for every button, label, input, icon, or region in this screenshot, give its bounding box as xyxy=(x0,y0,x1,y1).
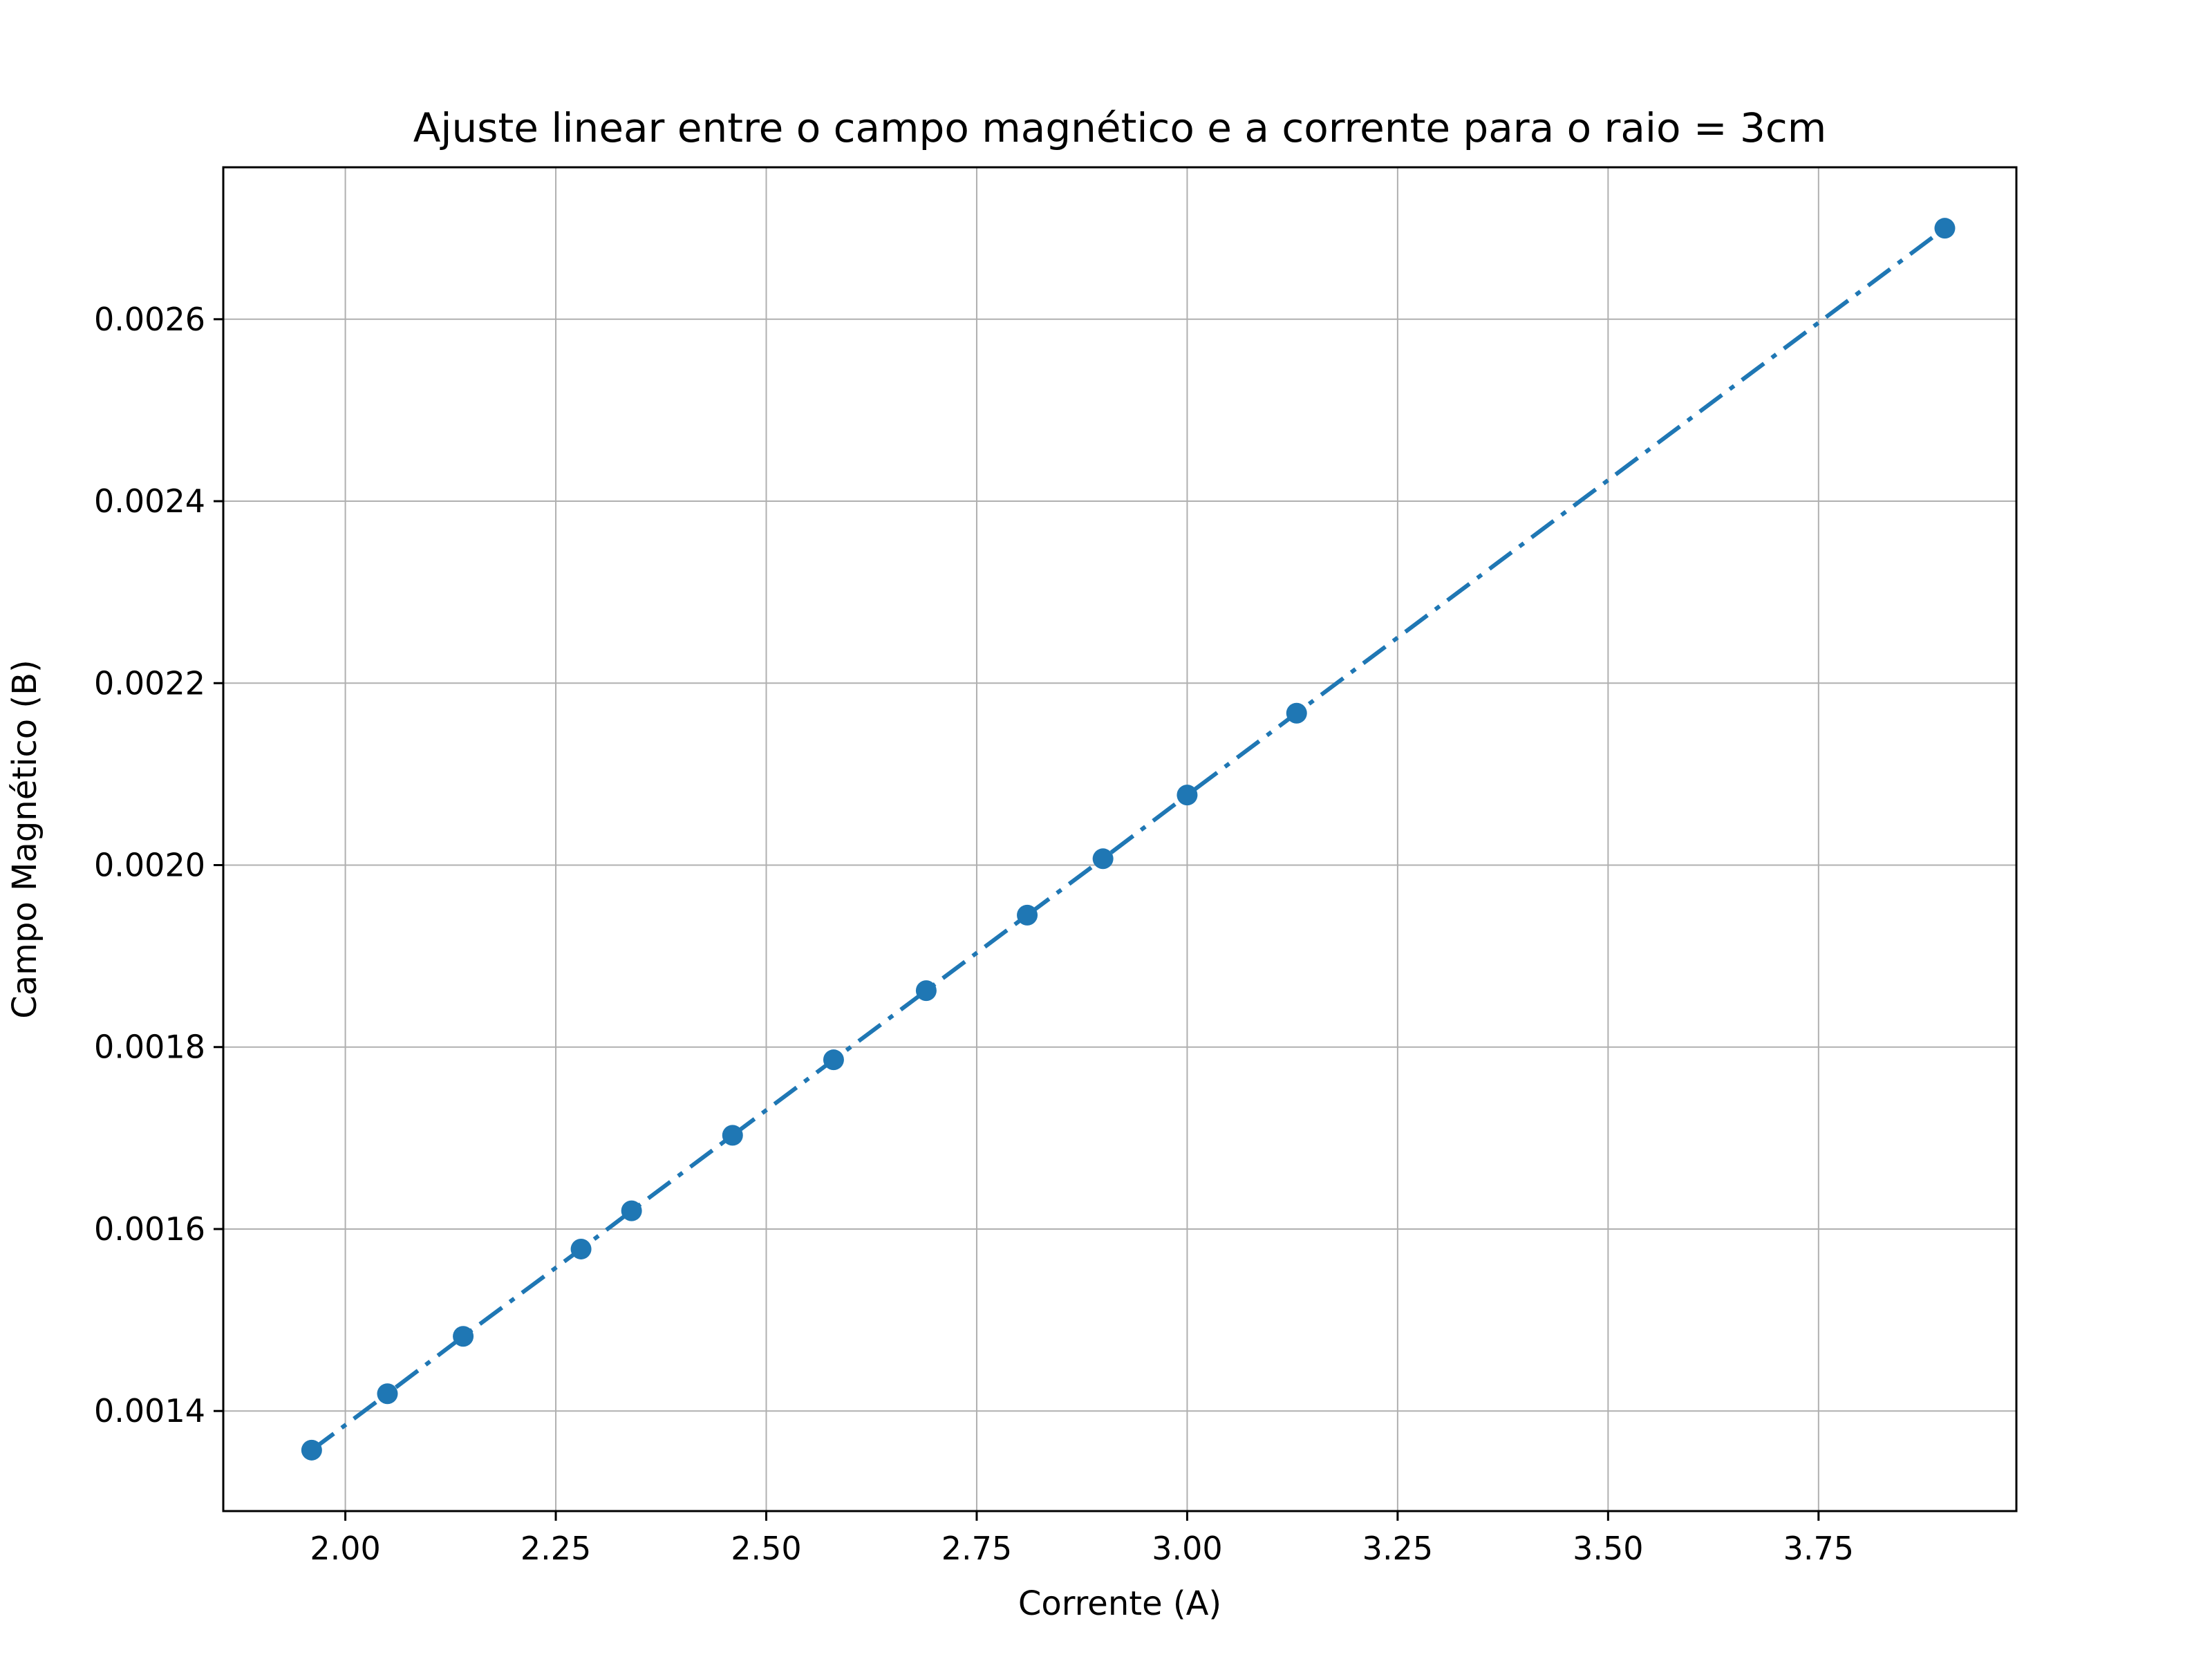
y-tick-label: 0.0022 xyxy=(94,664,205,702)
x-axis-label: Corrente (A) xyxy=(1018,1584,1221,1623)
y-tick-label: 0.0020 xyxy=(94,847,205,884)
data-point xyxy=(915,980,937,1002)
y-axis-label: Campo Magnético (B) xyxy=(6,659,44,1019)
x-tick-label: 3.75 xyxy=(1783,1530,1854,1567)
chart-title: Ajuste linear entre o campo magnético e … xyxy=(413,104,1827,151)
data-point xyxy=(722,1125,743,1146)
data-point xyxy=(1934,218,1956,239)
data-point xyxy=(377,1383,398,1405)
y-tick-label: 0.0018 xyxy=(94,1029,205,1066)
data-point xyxy=(1017,904,1038,926)
x-tick-label: 2.25 xyxy=(521,1530,591,1567)
y-axis-ticks: 0.0014 0.0016 0.0018 0.0020 0.0022 0.0024 0.00… xyxy=(94,301,223,1430)
data-point xyxy=(1177,785,1198,806)
data-point xyxy=(1092,848,1114,870)
data-point xyxy=(1286,702,1307,724)
y-tick-label: 0.0024 xyxy=(94,482,205,520)
x-tick-label: 2.00 xyxy=(310,1530,380,1567)
y-tick-label: 0.0026 xyxy=(94,301,205,338)
series-layer xyxy=(301,218,1956,1461)
x-axis-ticks: 2.00 2.25 2.50 2.75 3.00 3.25 3.50 3.75 xyxy=(310,1511,1854,1567)
plot-frame xyxy=(222,166,2018,1512)
data-point xyxy=(621,1200,642,1221)
data-point xyxy=(301,1439,322,1461)
data-point xyxy=(823,1049,844,1071)
grid xyxy=(223,167,2016,1511)
x-tick-label: 3.50 xyxy=(1573,1530,1643,1567)
data-point xyxy=(570,1238,592,1259)
y-tick-label: 0.0016 xyxy=(94,1210,205,1248)
x-tick-label: 3.00 xyxy=(1152,1530,1222,1567)
x-tick-label: 3.25 xyxy=(1362,1530,1433,1567)
y-tick-label: 0.0014 xyxy=(94,1392,205,1430)
data-point xyxy=(453,1326,474,1347)
x-tick-label: 2.75 xyxy=(941,1530,1012,1567)
x-tick-label: 2.50 xyxy=(731,1530,801,1567)
